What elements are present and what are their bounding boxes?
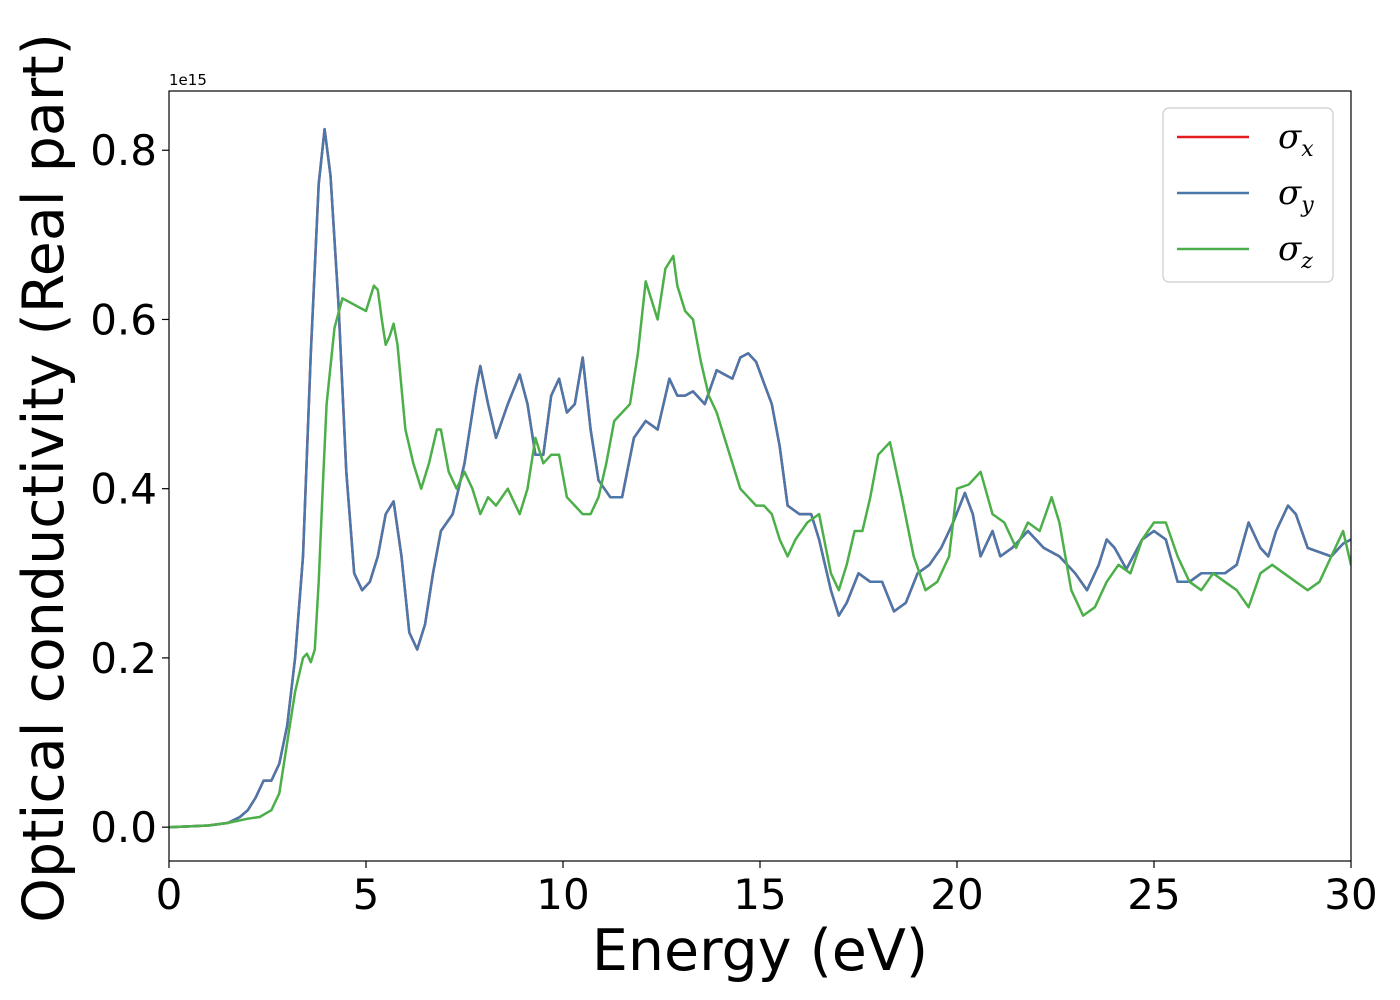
x-axis-ticks: 0 5 10 15 20 25 30 <box>156 861 1378 919</box>
y-offset-label: 1e15 <box>169 71 207 89</box>
x-tick-label: 25 <box>1127 870 1180 919</box>
legend-label-y: σy <box>1278 173 1314 218</box>
legend: σx σy σz <box>1162 107 1334 283</box>
x-tick-label: 10 <box>536 870 589 919</box>
series-line-z <box>169 254 1351 829</box>
series-lines <box>169 127 1351 829</box>
x-tick-label: 20 <box>930 870 983 919</box>
y-axis-title: Optical conductivity (Real part) <box>11 33 77 923</box>
y-tick-label: 0.4 <box>90 465 157 514</box>
y-tick-label: 0.8 <box>90 126 157 175</box>
x-axis-title: Energy (eV) <box>592 918 928 984</box>
x-tick-label: 5 <box>353 870 380 919</box>
legend-label-x: σx <box>1278 117 1314 162</box>
y-tick-label: 0.2 <box>90 634 157 683</box>
series-line-y <box>169 127 1351 829</box>
x-tick-label: 0 <box>156 870 183 919</box>
x-tick-label: 15 <box>733 870 786 919</box>
y-tick-label: 0.6 <box>90 295 157 344</box>
y-axis-ticks: 0.0 0.2 0.4 0.6 0.8 <box>90 126 169 852</box>
x-tick-label: 30 <box>1324 870 1377 919</box>
legend-label-z: σz <box>1278 229 1313 274</box>
legend-box <box>1162 107 1334 283</box>
legend-entries: σx σy σz <box>1177 117 1314 274</box>
y-tick-label: 0.0 <box>90 803 157 852</box>
